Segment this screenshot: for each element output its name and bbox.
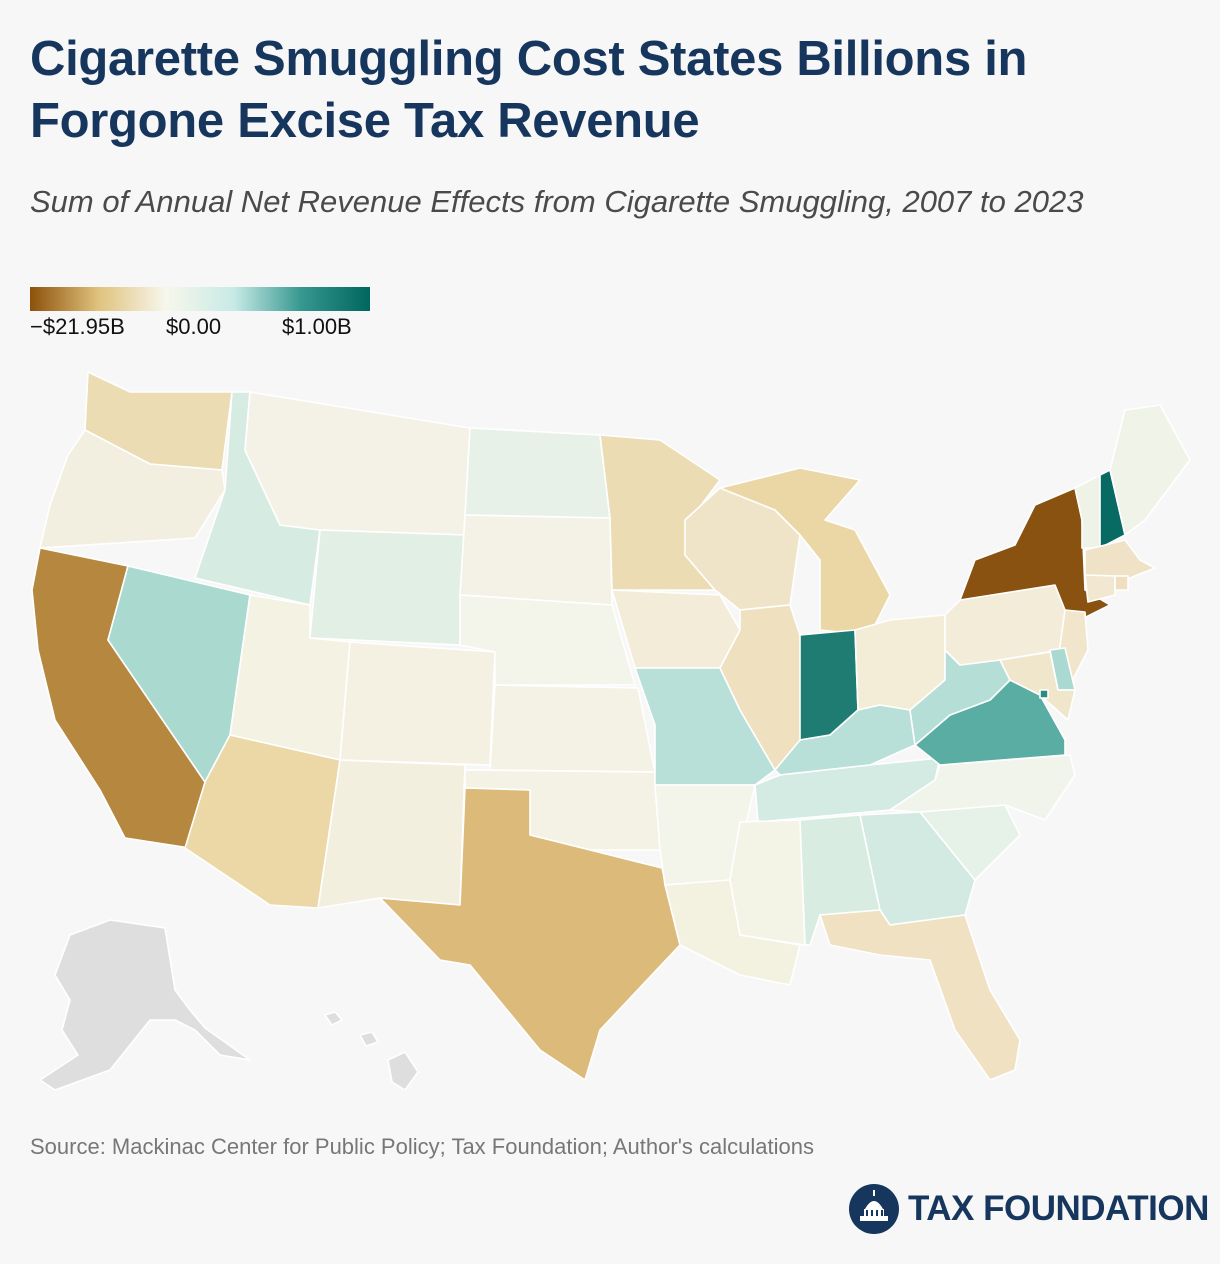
state-NC[interactable] [889, 754, 1076, 821]
state-AK[interactable] [39, 919, 251, 1091]
legend-color-bar [30, 287, 370, 311]
state-MD[interactable] [999, 651, 1076, 721]
state-FL[interactable] [819, 909, 1021, 1081]
state-RI[interactable] [1114, 575, 1129, 591]
state-KS[interactable] [489, 684, 656, 773]
state-MI[interactable] [719, 467, 891, 636]
state-OR[interactable] [39, 429, 226, 549]
state-NM[interactable] [317, 759, 466, 909]
legend-mid-label: $0.00 [166, 314, 222, 339]
state-MT[interactable] [244, 391, 471, 536]
state-WY[interactable] [309, 529, 466, 646]
chart-subtitle: Sum of Annual Net Revenue Effects from C… [30, 184, 1084, 219]
tax-foundation-logo: TAX FOUNDATION [848, 1183, 1209, 1234]
state-HI-maui[interactable] [359, 1031, 379, 1047]
state-ME[interactable] [1109, 404, 1191, 536]
state-SD[interactable] [459, 514, 613, 606]
logo-text: TAX FOUNDATION [908, 1189, 1209, 1228]
state-ND[interactable] [464, 427, 611, 519]
state-TX[interactable] [379, 787, 681, 1081]
legend-max-label: $1.00B [282, 314, 352, 339]
state-HI[interactable] [324, 1011, 343, 1026]
chart-title: Cigarette Smuggling Cost States Billions… [30, 32, 1028, 148]
state-NY[interactable] [959, 487, 1111, 621]
source-note: Source: Mackinac Center for Public Polic… [30, 1134, 814, 1159]
state-MS[interactable] [729, 819, 806, 946]
legend-min-label: −$21.95B [30, 314, 125, 339]
us-map [0, 360, 1220, 1110]
capitol-dome-icon [849, 1184, 899, 1234]
state-DC[interactable] [1039, 689, 1049, 699]
us-map-svg [31, 371, 1191, 1091]
state-HI-big-island[interactable] [387, 1051, 419, 1091]
state-IA[interactable] [611, 589, 741, 669]
state-CT[interactable] [1084, 574, 1116, 603]
state-CO[interactable] [339, 641, 496, 766]
